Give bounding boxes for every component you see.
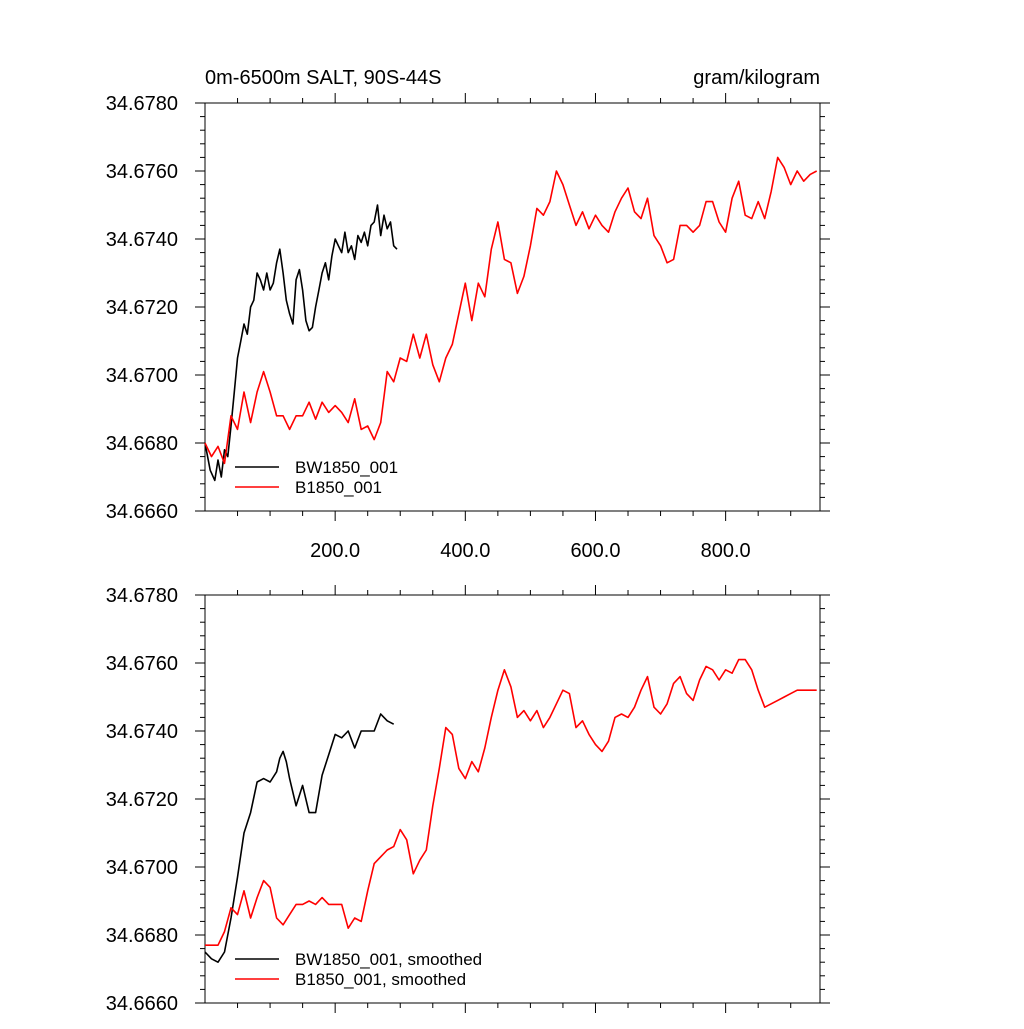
series-line-0 bbox=[204, 204, 398, 482]
y-tick-label: 34.6780 bbox=[106, 93, 178, 115]
y-tick-label: 34.6660 bbox=[106, 501, 178, 523]
y-tick-label: 34.6700 bbox=[106, 365, 178, 387]
y-tick-label: 34.6740 bbox=[106, 721, 178, 743]
legend-label: B1850_001, smoothed bbox=[295, 970, 466, 989]
x-tick-label: 400.0 bbox=[440, 540, 490, 562]
series-line-0 bbox=[204, 713, 395, 963]
y-tick-label: 34.6660 bbox=[106, 993, 178, 1015]
series-line-1 bbox=[205, 658, 817, 946]
bottom-panel: 34.6660 34.6680 34.6700 34.6720 34.6740 34.67… bbox=[106, 585, 830, 1015]
top-panel: 34.6660 34.6680 34.6700 34.6720 34.6740 34.67… bbox=[106, 67, 830, 562]
chart-units: gram/kilogram bbox=[693, 67, 820, 89]
x-tick-label: 600.0 bbox=[570, 540, 620, 562]
legend-label: B1850_001 bbox=[295, 478, 382, 497]
y-tick-label: 34.6760 bbox=[106, 653, 178, 675]
x-tick-label: 200.0 bbox=[310, 540, 360, 562]
chart-title: 0m-6500m SALT, 90S-44S bbox=[205, 67, 441, 89]
y-tick-label: 34.6680 bbox=[106, 433, 178, 455]
plot-frame bbox=[204, 102, 821, 512]
y-tick-label: 34.6680 bbox=[106, 925, 178, 947]
y-tick-label: 34.6700 bbox=[106, 857, 178, 879]
y-tick-label: 34.6720 bbox=[106, 297, 178, 319]
y-tick-label: 34.6780 bbox=[106, 585, 178, 607]
plot-frame bbox=[204, 594, 821, 1004]
y-tick-label: 34.6740 bbox=[106, 229, 178, 251]
legend-label: BW1850_001, smoothed bbox=[295, 950, 482, 969]
legend-label: BW1850_001 bbox=[295, 458, 398, 477]
series-line-1 bbox=[204, 156, 818, 465]
y-tick-label: 34.6760 bbox=[106, 161, 178, 183]
y-tick-label: 34.6720 bbox=[106, 789, 178, 811]
x-tick-label: 800.0 bbox=[701, 540, 751, 562]
